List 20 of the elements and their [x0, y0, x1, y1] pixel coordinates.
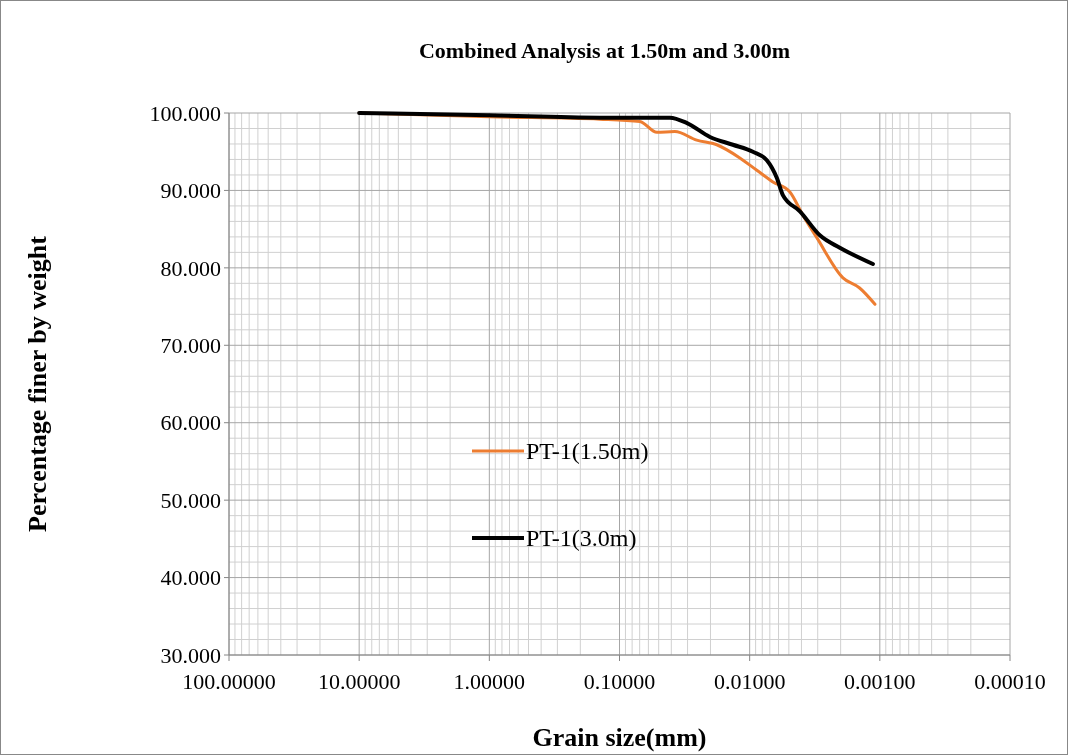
legend-label: PT-1(3.0m): [526, 525, 637, 552]
y-tick-label: 90.000: [160, 178, 221, 204]
y-axis-title: Percentage finer by weight: [23, 235, 52, 532]
legend-label: PT-1(1.50m): [526, 438, 649, 465]
x-tick-label: 0.00010: [974, 669, 1046, 694]
x-tick-label: 100.00000: [182, 669, 276, 694]
y-tick-label: 40.000: [160, 565, 221, 591]
y-tick-label: 80.000: [160, 255, 221, 281]
x-tick-label: 0.01000: [713, 669, 786, 694]
x-tick-label: 0.00100: [844, 669, 916, 694]
x-tick-label: 0.10000: [583, 669, 656, 694]
x-tick-label: 1.00000: [453, 669, 526, 694]
x-tick-label: 10.00000: [317, 669, 401, 694]
y-tick-label: 50.000: [160, 487, 221, 513]
y-tick-label: 60.000: [160, 410, 221, 436]
x-axis-title: Grain size(mm): [532, 723, 707, 752]
y-tick-label: 100.000: [149, 100, 221, 126]
y-tick-label: 70.000: [160, 332, 221, 358]
chart-title: Combined Analysis at 1.50m and 3.00m: [418, 38, 791, 63]
y-tick-label: 30.000: [160, 642, 221, 668]
